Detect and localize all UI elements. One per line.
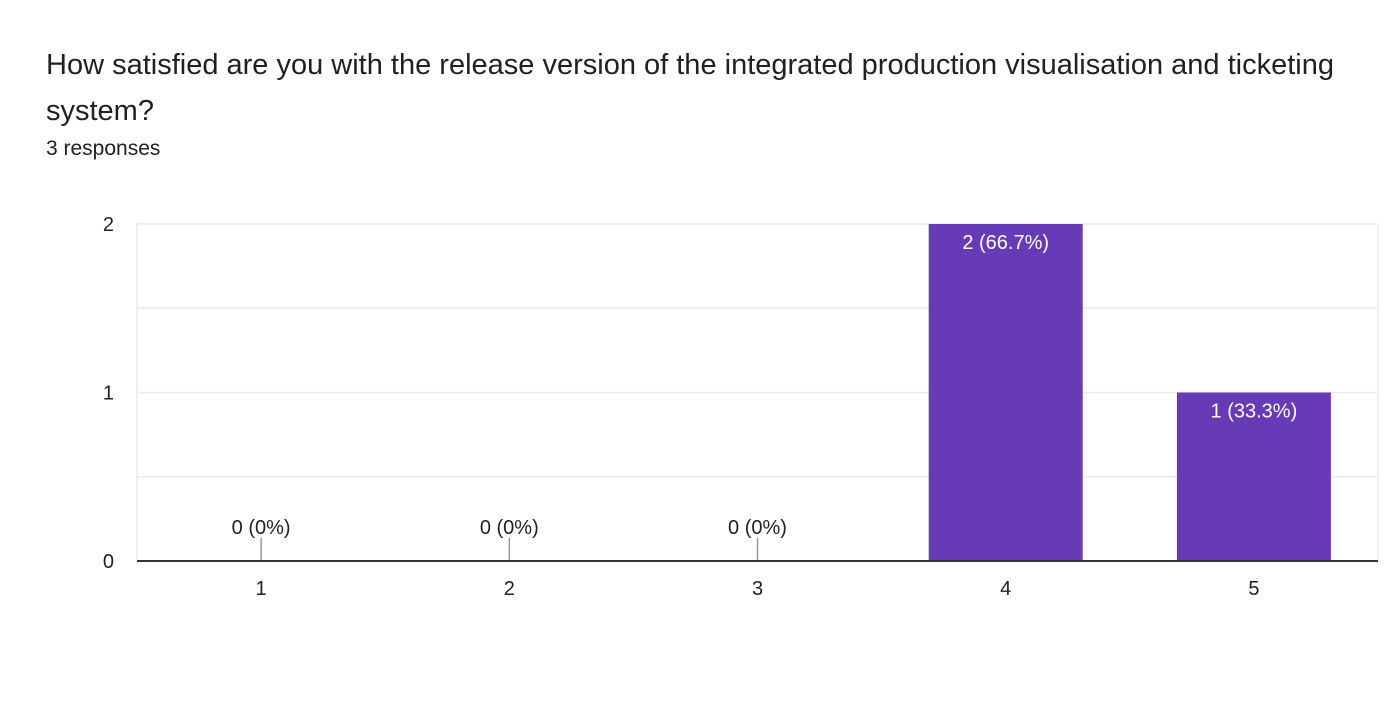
bar-data-label: 0 (0%) xyxy=(728,517,787,539)
x-tick-label: 3 xyxy=(752,578,763,600)
y-tick-label: 1 xyxy=(103,383,114,405)
x-tick-label: 5 xyxy=(1248,578,1259,600)
bar-data-label: 2 (66.7%) xyxy=(962,232,1049,254)
x-tick-label: 2 xyxy=(504,578,515,600)
x-tick-label: 1 xyxy=(256,578,267,600)
question-title: How satisfied are you with the release v… xyxy=(46,49,1335,127)
bar-data-label: 0 (0%) xyxy=(232,517,291,539)
bar xyxy=(928,224,1083,561)
bar-data-label: 0 (0%) xyxy=(480,517,539,539)
y-tick-label: 2 xyxy=(103,214,114,236)
x-tick-label: 4 xyxy=(1000,578,1011,600)
bar xyxy=(1176,392,1331,561)
bar-data-label: 1 (33.3%) xyxy=(1211,401,1298,423)
y-tick-label: 0 xyxy=(103,551,114,573)
chart-header: How satisfied are you with the release v… xyxy=(46,42,1336,164)
response-count: 3 responses xyxy=(46,137,161,160)
